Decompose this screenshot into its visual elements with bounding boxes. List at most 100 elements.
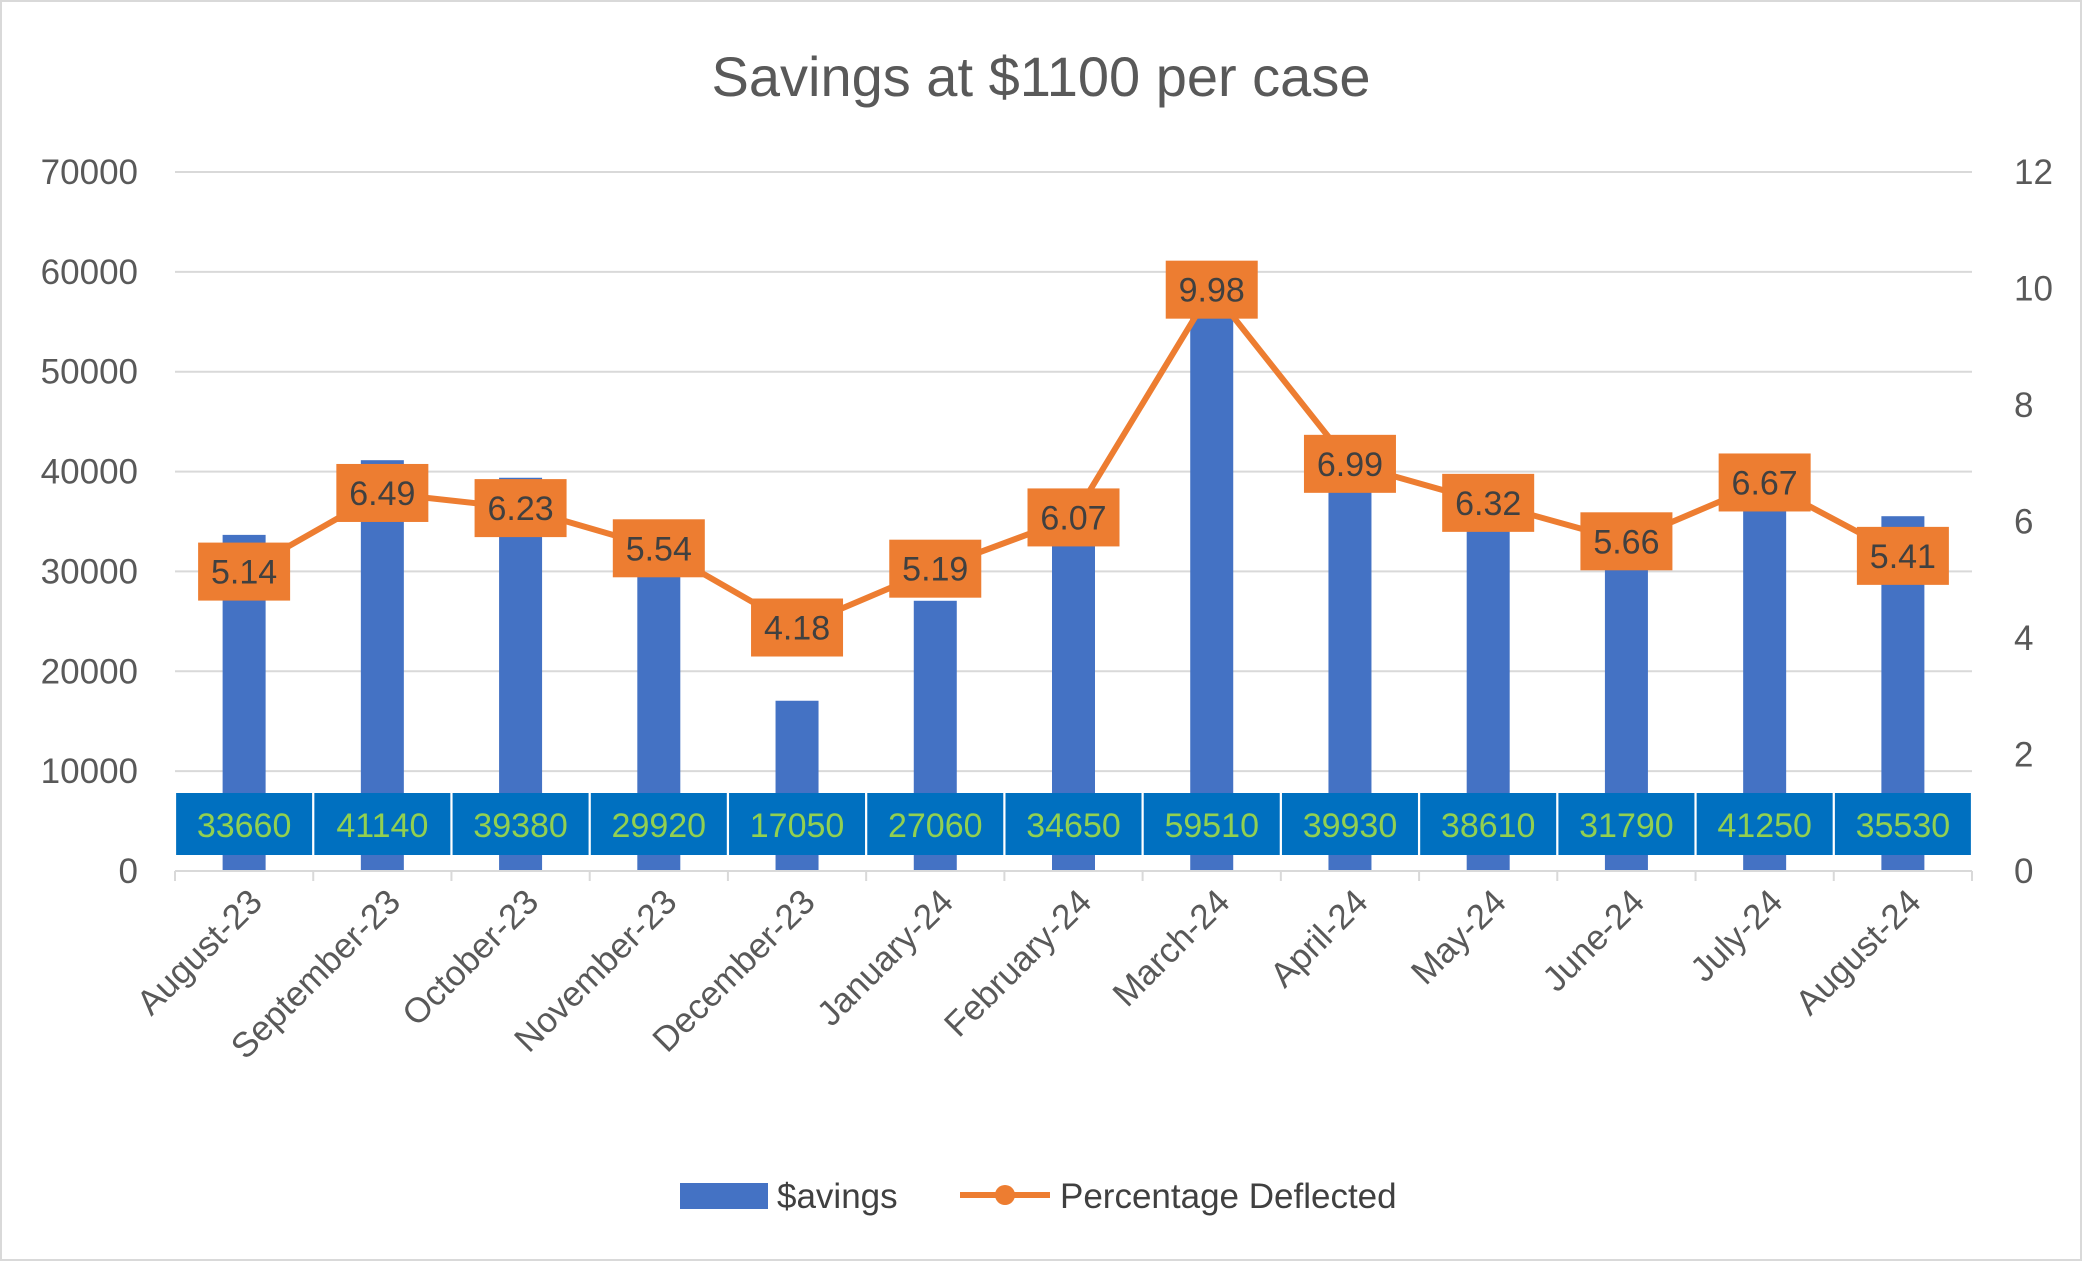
x-axis-tick-label: March-24 <box>1105 882 1237 1014</box>
bar-data-label-box <box>1420 793 1557 855</box>
bar-data-label: 29920 <box>590 793 727 855</box>
line-data-label: 6.67 <box>1718 453 1811 512</box>
bar-data-label-box <box>729 793 866 855</box>
bar-data-label: 27060 <box>867 793 1004 855</box>
line-data-label-text: 6.49 <box>349 475 415 513</box>
line-data-label-text: 5.41 <box>1870 538 1936 576</box>
x-axis-tick-label: August-24 <box>1788 882 1928 1022</box>
legend-percentage-marker <box>995 1185 1015 1205</box>
bar-data-label: 34650 <box>1005 793 1142 855</box>
left-axis-tick-label: 50000 <box>41 353 138 392</box>
left-y-axis: 0 10000 20000 30000 40000 50000 60000 70000 <box>41 153 138 891</box>
left-axis-tick-label: 20000 <box>41 652 138 691</box>
line-data-label-box <box>612 519 705 578</box>
x-axis-tick-label: February-24 <box>937 882 1099 1044</box>
bar-data-label: 39930 <box>1281 793 1418 855</box>
line-data-label: 5.14 <box>198 542 291 601</box>
line-data-label-text: 6.99 <box>1317 446 1383 484</box>
line-data-label-box <box>198 542 291 601</box>
bar-data-label: 31790 <box>1558 793 1695 855</box>
left-axis-tick-label: 30000 <box>41 552 138 591</box>
line-data-label: 4.18 <box>751 598 844 657</box>
right-axis-tick-label: 0 <box>2014 852 2033 891</box>
line-data-label: 6.23 <box>474 479 567 538</box>
bar-data-label: 35530 <box>1834 793 1971 855</box>
x-axis: August-23September-23October-23November-… <box>129 870 1973 1066</box>
line-data-labels: 5.14 6.49 6.23 5.54 4.18 5.19 6.07 9.98 6.99 6.32… <box>198 260 1949 657</box>
bar-data-label-text: 31790 <box>1579 807 1674 845</box>
legend: $avings Percentage Deflected <box>680 1177 1397 1216</box>
line-data-label-text: 6.23 <box>487 490 553 528</box>
bar-data-label: 39380 <box>452 793 589 855</box>
left-axis-tick-label: 0 <box>119 852 138 891</box>
line-data-label-text: 5.66 <box>1593 523 1659 561</box>
line-data-label: 6.07 <box>1027 488 1120 547</box>
line-data-label: 5.19 <box>889 539 982 598</box>
bar-data-label-box <box>314 793 451 855</box>
line-data-label-text: 5.19 <box>902 551 968 589</box>
line-data-label-text: 4.18 <box>764 610 830 648</box>
bar-series-savings <box>222 276 1925 872</box>
x-axis-tick-label: May-24 <box>1404 882 1514 992</box>
bar-data-label-box <box>1143 793 1280 855</box>
line-data-label-box <box>1580 512 1673 571</box>
left-axis-tick-label: 70000 <box>41 153 138 192</box>
bar-data-label-box <box>1558 793 1695 855</box>
legend-percentage-label: Percentage Deflected <box>1060 1177 1397 1216</box>
line-data-label: 6.99 <box>1303 434 1396 493</box>
line-data-label: 6.32 <box>1442 473 1535 532</box>
x-axis-tick-label: July-24 <box>1683 882 1790 989</box>
right-axis-tick-label: 8 <box>2014 386 2033 425</box>
bar-data-label-text: 59510 <box>1164 807 1259 845</box>
bar-data-label: 41250 <box>1696 793 1833 855</box>
line-data-label-box <box>1442 473 1535 532</box>
left-axis-tick-label: 60000 <box>41 253 138 292</box>
line-data-label-text: 5.14 <box>211 554 277 592</box>
bar-data-label: 59510 <box>1143 793 1280 855</box>
x-axis-tick-label: January-24 <box>810 882 961 1033</box>
bar-data-label-box <box>452 793 589 855</box>
line-data-label-box <box>1165 260 1258 319</box>
bar-data-label-text: 34650 <box>1026 807 1121 845</box>
left-axis-tick-label: 40000 <box>41 453 138 492</box>
line-data-label: 6.49 <box>336 463 429 522</box>
bar-data-label-text: 39930 <box>1303 807 1398 845</box>
line-data-label-box <box>751 598 844 657</box>
line-data-label: 5.54 <box>612 519 705 578</box>
line-data-label-box <box>1856 526 1949 585</box>
bar-data-label-text: 38610 <box>1441 807 1536 845</box>
bar-data-label-box <box>1834 793 1971 855</box>
line-data-label-text: 6.32 <box>1455 485 1521 523</box>
bar-data-label-text: 27060 <box>888 807 983 845</box>
left-axis-tick-label: 10000 <box>41 752 138 791</box>
bar-data-label-text: 41250 <box>1717 807 1812 845</box>
bar-data-label-box <box>1281 793 1418 855</box>
line-data-label-box <box>474 479 567 538</box>
line-data-label-box <box>889 539 982 598</box>
line-data-label-box <box>1303 434 1396 493</box>
chart-title: Savings at $1100 per case <box>712 45 1371 108</box>
bar-data-label-box <box>176 793 313 855</box>
right-axis-tick-label: 12 <box>2014 153 2053 192</box>
bar-data-label: 38610 <box>1420 793 1557 855</box>
right-y-axis: 0 2 4 6 8 10 12 <box>2014 153 2053 891</box>
bar-data-label-text: 33660 <box>197 807 292 845</box>
right-axis-tick-label: 4 <box>2014 619 2033 658</box>
x-axis-tick-label: June-24 <box>1535 882 1652 999</box>
bar-data-label: 33660 <box>176 793 313 855</box>
right-axis-tick-label: 6 <box>2014 503 2033 542</box>
bar-data-label-text: 17050 <box>750 807 845 845</box>
x-axis-tick-label: August-23 <box>129 882 269 1022</box>
right-axis-tick-label: 10 <box>2014 270 2053 309</box>
bar-data-label-box <box>867 793 1004 855</box>
line-data-label-text: 6.07 <box>1040 499 1106 537</box>
bar-data-label-text: 39380 <box>473 807 568 845</box>
bar-data-labels: 33660 41140 39380 29920 17050 27060 34650 59510… <box>176 793 1971 855</box>
bar-data-label-box <box>1696 793 1833 855</box>
bar-data-label-text: 41140 <box>336 807 428 845</box>
x-axis-tick-label: October-23 <box>395 882 546 1033</box>
line-data-label: 5.66 <box>1580 512 1673 571</box>
right-axis-tick-label: 2 <box>2014 736 2033 775</box>
